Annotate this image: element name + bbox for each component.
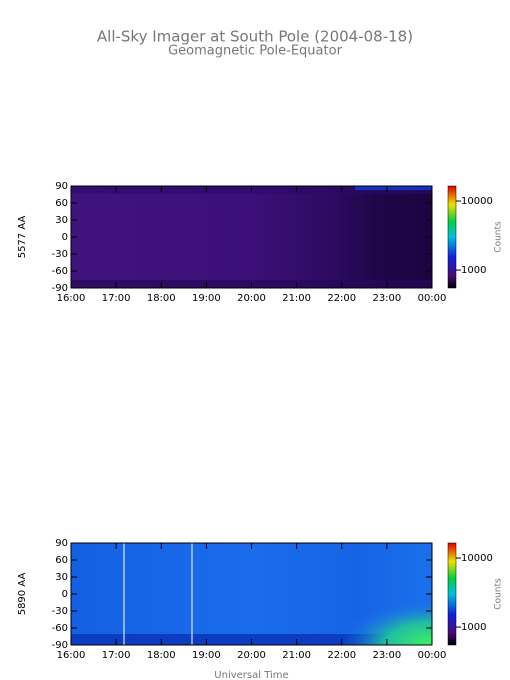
y-tick-label: -60 [52, 623, 68, 634]
x-tick-label: 21:00 [282, 650, 311, 661]
y-tick-label: 30 [55, 215, 68, 226]
x-tick-label: 00:00 [418, 650, 447, 661]
y-tick-label: 60 [55, 198, 68, 209]
x-tick-label: 22:00 [327, 293, 356, 304]
colorbar-tick-label: 10000 [461, 196, 493, 207]
y-tick-label: -90 [52, 283, 68, 294]
x-tick-label: 20:00 [237, 293, 266, 304]
y-tick-label: 30 [55, 572, 68, 583]
colorbar-tick-label: 1000 [461, 622, 486, 633]
y-tick-label: 90 [55, 181, 68, 192]
y-axis-label: 5577 AA [17, 216, 28, 259]
x-tick-label: 17:00 [102, 293, 131, 304]
y-tick-label: -30 [52, 606, 68, 617]
x-tick-label: 17:00 [102, 650, 131, 661]
colorbar [447, 185, 457, 289]
colorbar [447, 542, 457, 646]
x-tick-label: 16:00 [57, 650, 86, 661]
y-tick-label: 0 [62, 589, 68, 600]
x-tick-label: 22:00 [327, 650, 356, 661]
x-tick-label: 20:00 [237, 650, 266, 661]
x-tick-label: 23:00 [372, 650, 401, 661]
y-tick-label: -30 [52, 249, 68, 260]
heatmap-image [71, 186, 432, 645]
colorbar-tick-label: 10000 [461, 553, 493, 564]
y-axis-label: 5890 AA [17, 573, 28, 616]
x-axis-label: Universal Time [214, 670, 288, 680]
y-tick-label: -60 [52, 266, 68, 277]
x-tick-label: 18:00 [147, 650, 176, 661]
x-tick-label: 23:00 [372, 293, 401, 304]
y-tick-label: 0 [62, 232, 68, 243]
x-tick-label: 18:00 [147, 293, 176, 304]
colorbar-tick-label: 1000 [461, 265, 486, 276]
y-tick-label: 60 [55, 555, 68, 566]
x-tick-label: 21:00 [282, 293, 311, 304]
colorbar-label: Counts [494, 578, 504, 610]
colorbar-label: Counts [494, 221, 504, 253]
chart-title: All-Sky Imager at South Pole (2004-08-18… [97, 28, 413, 46]
x-tick-label: 00:00 [418, 293, 447, 304]
y-tick-label: 90 [55, 538, 68, 549]
x-tick-label: 19:00 [192, 293, 221, 304]
y-tick-label: -90 [52, 640, 68, 651]
x-tick-label: 16:00 [57, 293, 86, 304]
chart-subtitle: Geomagnetic Pole-Equator [168, 44, 342, 59]
x-tick-label: 19:00 [192, 650, 221, 661]
